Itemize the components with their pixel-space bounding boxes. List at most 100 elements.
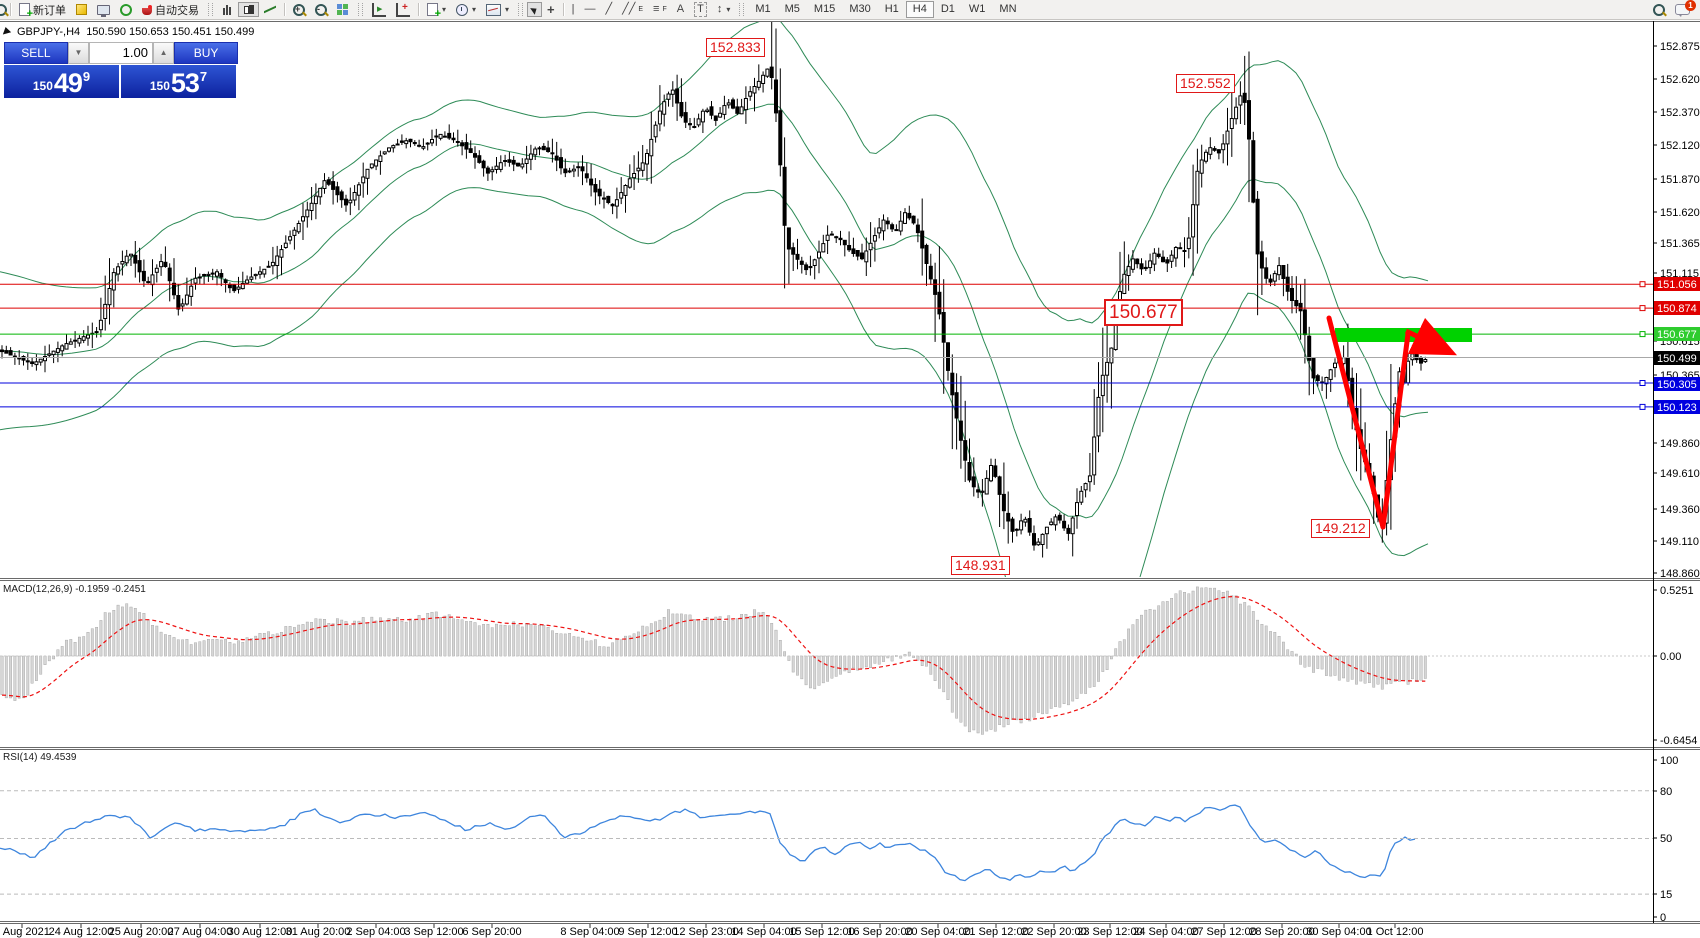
sell-price-big: 49	[53, 68, 83, 98]
template-button[interactable]: ▾	[481, 2, 514, 17]
period-button[interactable]: ▾	[451, 2, 481, 17]
svg-text:12 Sep 23:00: 12 Sep 23:00	[673, 926, 738, 938]
new-order-label: 新订单	[33, 4, 66, 17]
timeframe-mn[interactable]: MN	[999, 3, 1017, 15]
price-annotation[interactable]: 152.552	[1176, 74, 1235, 93]
svg-text:50: 50	[1660, 833, 1672, 845]
autotrading-label: 自动交易	[155, 4, 199, 17]
buy-price[interactable]: 150 53 7	[121, 65, 236, 98]
svg-text:3 Sep 12:00: 3 Sep 12:00	[404, 926, 463, 938]
timeframe-bar: M1 M5 M15 M30 H1 H4 D1 W1 MN	[748, 1, 1023, 18]
trendline-button[interactable]: ╱	[601, 2, 618, 17]
svg-text:9 Sep 12:00: 9 Sep 12:00	[618, 926, 677, 938]
new-order-button[interactable]: 新订单	[14, 2, 71, 20]
timeframe-h4[interactable]: H4	[905, 1, 934, 18]
svg-text:1 Oct 12:00: 1 Oct 12:00	[1367, 926, 1424, 938]
svg-text:22 Sep 20:00: 22 Sep 20:00	[1021, 926, 1086, 938]
chart-symbol: GBPJPY-,H4	[17, 26, 81, 38]
timeframe-h1[interactable]: H1	[884, 3, 899, 15]
svg-text:149.610: 149.610	[1660, 468, 1700, 480]
indicators-icon	[427, 3, 441, 20]
chart-symbol-icon	[2, 27, 13, 37]
buy-price-big: 53	[170, 68, 200, 98]
fibonacci-button[interactable]: ≡ F	[648, 2, 672, 17]
autotrading-icon	[142, 4, 152, 15]
text-label-icon: T	[694, 2, 707, 17]
terminal-button[interactable]	[92, 2, 115, 17]
price-annotation[interactable]: 149.212	[1311, 519, 1370, 538]
market-watch-button[interactable]	[71, 2, 92, 17]
trendline-icon: ╱	[605, 3, 613, 15]
svg-text:151.870: 151.870	[1660, 174, 1700, 186]
chart-shift-button[interactable]	[391, 2, 415, 17]
svg-text:150.305: 150.305	[1657, 379, 1697, 391]
candlestick-button[interactable]	[238, 2, 259, 17]
price-annotation[interactable]: 148.931	[951, 556, 1010, 575]
zoom-in-icon: +	[293, 3, 305, 16]
svg-text:151.056: 151.056	[1657, 279, 1697, 291]
svg-text:150.874: 150.874	[1657, 303, 1697, 315]
timeframe-d1[interactable]: D1	[940, 3, 955, 15]
macd-label: MACD(12,26,9) -0.1959 -0.2451	[3, 584, 146, 595]
svg-text:2 Sep 04:00: 2 Sep 04:00	[346, 926, 405, 938]
svg-text:28 Sep 20:00: 28 Sep 20:00	[1249, 926, 1314, 938]
search-icon-partial[interactable]	[0, 3, 7, 16]
channel-icon: ╱╱	[622, 3, 636, 15]
sell-price[interactable]: 150 49 9	[4, 65, 119, 98]
price-annotation[interactable]: 150.677	[1104, 299, 1183, 326]
strategy-tester-button[interactable]	[115, 2, 137, 17]
svg-text:0.00: 0.00	[1660, 651, 1681, 663]
notification-badge: 1	[1685, 0, 1696, 11]
svg-text:0.5251: 0.5251	[1660, 585, 1694, 597]
volume-input[interactable]: 1.00	[89, 42, 153, 64]
timeframe-m5[interactable]: M5	[784, 3, 800, 15]
svg-text:15 Sep 12:00: 15 Sep 12:00	[789, 926, 854, 938]
sell-button[interactable]: SELL	[4, 42, 68, 64]
timeframe-m15[interactable]: M15	[813, 3, 836, 15]
notifications-icon[interactable]: 1	[1675, 0, 1696, 17]
text-button[interactable]: A	[672, 2, 689, 17]
text-icon: A	[676, 3, 685, 15]
period-icon	[456, 3, 469, 16]
svg-text:149.360: 149.360	[1660, 504, 1700, 516]
search-icon[interactable]	[1653, 3, 1665, 16]
zoom-out-button[interactable]: -	[310, 2, 332, 17]
buy-button[interactable]: BUY	[174, 42, 238, 64]
vertical-line-button[interactable]: |	[567, 2, 580, 17]
crosshair-button[interactable]: +	[542, 2, 560, 17]
svg-text:151.365: 151.365	[1660, 238, 1700, 250]
tile-windows-button[interactable]	[332, 2, 354, 17]
text-label-button[interactable]: T	[689, 2, 712, 17]
volume-decrease-button[interactable]: ▼	[67, 42, 90, 64]
price-annotation[interactable]: 152.833	[706, 38, 765, 57]
svg-text:15: 15	[1660, 889, 1672, 901]
cursor-button[interactable]	[527, 2, 543, 17]
timeframe-w1[interactable]: W1	[968, 3, 986, 15]
timeframe-m30[interactable]: M30	[849, 3, 871, 15]
svg-text:27 Aug 04:00: 27 Aug 04:00	[168, 926, 233, 938]
cursor-icon	[530, 4, 539, 15]
svg-text:24 Aug 12:00: 24 Aug 12:00	[49, 926, 114, 938]
timeframe-m1[interactable]: M1	[755, 3, 771, 15]
zoom-in-button[interactable]: +	[288, 2, 310, 17]
svg-text:25 Aug 20:00: 25 Aug 20:00	[109, 926, 174, 938]
auto-scroll-button[interactable]	[367, 2, 391, 17]
bar-chart-button[interactable]	[217, 2, 238, 17]
svg-text:152.875: 152.875	[1660, 41, 1700, 53]
arrows-button[interactable]: ↕ ▾	[712, 2, 736, 17]
svg-text:8 Sep 04:00: 8 Sep 04:00	[560, 926, 619, 938]
bar-chart-icon	[222, 4, 233, 15]
autotrading-button[interactable]: 自动交易	[137, 2, 204, 17]
line-chart-button[interactable]	[259, 2, 281, 17]
arrows-icon: ↕	[716, 3, 723, 15]
horizontal-line-button[interactable]: —	[580, 2, 601, 17]
zoom-out-icon: -	[315, 3, 327, 16]
buy-price-prefix: 150	[149, 79, 170, 93]
svg-text:24 Sep 04:00: 24 Sep 04:00	[1133, 926, 1198, 938]
volume-increase-button[interactable]: ▲	[152, 42, 175, 64]
svg-text:150.123: 150.123	[1657, 402, 1697, 414]
channel-button[interactable]: ╱╱ E	[617, 2, 648, 17]
svg-text:27 Sep 12:00: 27 Sep 12:00	[1191, 926, 1256, 938]
indicators-button[interactable]: ▾	[422, 2, 451, 20]
svg-text:148.860: 148.860	[1660, 568, 1700, 580]
